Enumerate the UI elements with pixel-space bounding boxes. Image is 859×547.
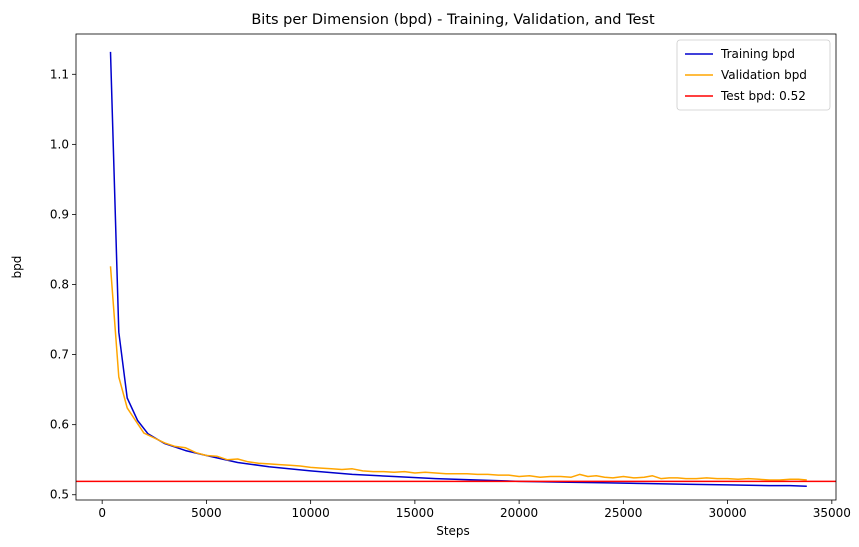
x-tick-label: 30000 <box>708 506 746 520</box>
x-axis-label: Steps <box>436 524 470 538</box>
y-tick-label: 0.8 <box>50 278 69 292</box>
y-axis-label: bpd <box>10 256 24 279</box>
x-tick-label: 25000 <box>604 506 642 520</box>
x-tick-label: 20000 <box>500 506 538 520</box>
legend-label: Test bpd: 0.52 <box>720 89 806 103</box>
y-tick-label: 1.0 <box>50 137 69 151</box>
training-bpd-line <box>109 51 807 488</box>
y-tick-label: 0.7 <box>50 348 69 362</box>
x-tick-label: 10000 <box>292 506 330 520</box>
validation-bpd-line <box>109 266 807 481</box>
x-tick-label: 35000 <box>813 506 851 520</box>
legend-box <box>676 39 831 111</box>
y-tick-label: 1.1 <box>50 67 69 81</box>
y-tick-label: 0.9 <box>50 207 69 221</box>
y-tick-label: 0.5 <box>50 488 69 502</box>
x-tick-label: 5000 <box>191 506 222 520</box>
x-tick-label: 15000 <box>396 506 434 520</box>
plot-area <box>75 33 837 501</box>
axes-frame <box>75 33 837 501</box>
legend: Training bpd Validation bpd Test bpd: 0.52 <box>676 39 831 111</box>
legend-label: Training bpd <box>720 47 795 61</box>
y-axis-ticks: 0.5 0.6 0.7 0.8 0.9 1.0 1.1 <box>50 67 76 502</box>
legend-label: Validation bpd <box>721 68 807 82</box>
y-tick-label: 0.6 <box>50 418 69 432</box>
x-tick-label: 0 <box>98 506 106 520</box>
chart-title: Bits per Dimension (bpd) - Training, Val… <box>251 12 655 28</box>
x-axis-ticks: 0 5000 10000 15000 20000 25000 30000 35000 <box>98 500 851 520</box>
